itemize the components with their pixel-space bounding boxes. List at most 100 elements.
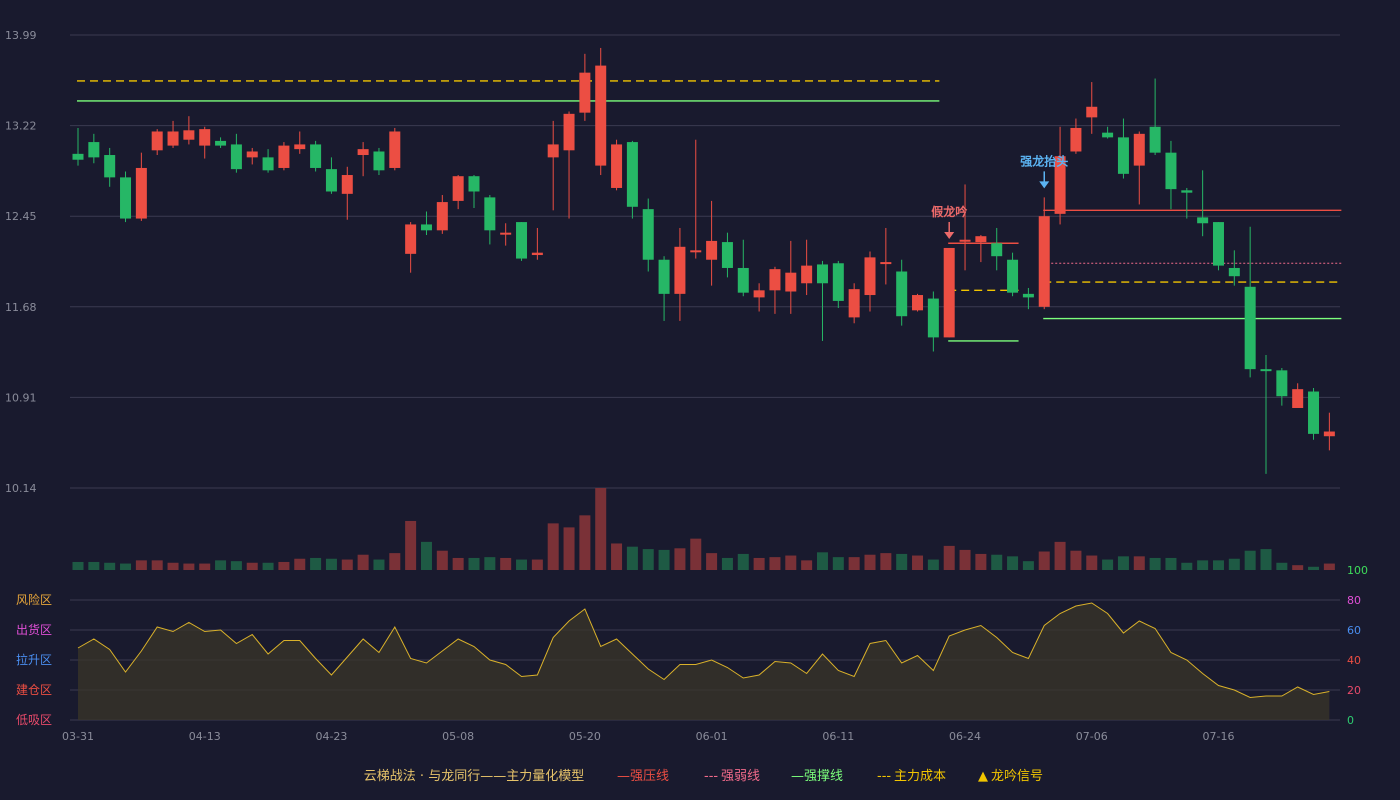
candle xyxy=(389,127,401,171)
candle-body xyxy=(1086,106,1098,118)
volume-bar xyxy=(167,562,179,570)
volume-bar xyxy=(310,557,322,570)
volume-bar xyxy=(341,559,353,570)
volume-bar xyxy=(674,548,686,570)
candle xyxy=(183,116,195,145)
candle-body xyxy=(468,176,480,192)
volume-bar xyxy=(816,552,828,570)
volume-bar xyxy=(1086,555,1098,570)
legend-item: --- 主力成本 xyxy=(877,769,946,784)
candle xyxy=(325,157,337,194)
price-levels xyxy=(77,80,1342,342)
volume-bar xyxy=(896,553,908,570)
candle xyxy=(864,251,876,312)
candle xyxy=(357,142,369,177)
candle-body xyxy=(1165,152,1177,190)
volume-bar xyxy=(927,559,939,570)
volume-bar xyxy=(642,549,654,570)
volume-bar xyxy=(215,560,227,570)
candle-body xyxy=(785,272,797,292)
x-tick-label: 04-13 xyxy=(189,730,221,743)
volume-bar xyxy=(1228,558,1240,570)
candle xyxy=(278,142,290,171)
volume-bar xyxy=(278,561,290,570)
candle-body xyxy=(1070,127,1082,152)
candle-body xyxy=(88,142,100,158)
volume-bar xyxy=(769,557,781,570)
volume-bar xyxy=(1165,557,1177,570)
indicator-tick-label: 20 xyxy=(1347,684,1361,697)
candle xyxy=(816,260,828,341)
candle xyxy=(484,195,496,245)
price-axis: 13.99 13.22 12.45 11.68 10.91 10.14 xyxy=(5,29,37,495)
candle xyxy=(72,127,84,166)
candle xyxy=(120,171,132,223)
candle xyxy=(531,227,543,260)
zone-label: 低吸区 xyxy=(16,713,52,727)
price-tick-label: 10.91 xyxy=(5,391,37,404)
candle xyxy=(579,53,591,121)
candle xyxy=(1260,355,1272,474)
volume-bar xyxy=(1212,560,1224,570)
candle-body xyxy=(864,257,876,296)
volume-bar xyxy=(436,550,448,570)
volume-bar xyxy=(1133,556,1145,570)
candle xyxy=(943,247,955,338)
candle xyxy=(658,256,670,321)
x-tick-label: 05-20 xyxy=(569,730,601,743)
x-tick-label: 04-23 xyxy=(315,730,347,743)
volume-bar xyxy=(626,546,638,570)
candle xyxy=(848,283,860,324)
candle xyxy=(167,120,179,148)
candle-body xyxy=(1197,217,1209,224)
candle-body xyxy=(658,259,670,294)
price-grid xyxy=(70,34,1340,489)
volume-bar xyxy=(1244,550,1256,570)
volume-bar xyxy=(658,549,670,570)
candle-body xyxy=(389,131,401,168)
legend-symbol: ▲ xyxy=(978,769,988,784)
candle xyxy=(215,137,227,148)
candle-body xyxy=(325,169,337,192)
price-tick-label: 13.22 xyxy=(5,120,37,133)
annotation: 强龙抬头 xyxy=(1020,153,1068,189)
candle-body xyxy=(310,144,322,168)
candle xyxy=(626,140,638,219)
legend-item: — 强撑线 xyxy=(791,769,843,784)
volume-bar xyxy=(357,554,369,570)
candle xyxy=(547,120,559,211)
legend-symbol: — xyxy=(617,769,630,784)
zone-label: 建仓区 xyxy=(16,683,52,697)
candle xyxy=(420,211,432,236)
candle-body xyxy=(484,197,496,231)
candle xyxy=(1244,226,1256,378)
candle-body xyxy=(721,242,733,268)
candle-body xyxy=(1292,389,1304,408)
candle-body xyxy=(405,224,417,254)
candle xyxy=(721,232,733,278)
candle xyxy=(927,291,939,352)
candle-body xyxy=(1260,369,1272,372)
volume-bar xyxy=(531,559,543,570)
volume-bar xyxy=(595,488,607,570)
volume-bar xyxy=(1102,559,1114,570)
indicator-tick-label: 100 xyxy=(1347,564,1368,577)
indicator-tick-label: 60 xyxy=(1347,624,1361,637)
candle xyxy=(1276,367,1288,406)
volume-bar xyxy=(500,557,512,570)
candle-body xyxy=(452,176,464,201)
candle xyxy=(1181,187,1193,219)
candle xyxy=(674,227,686,321)
candle xyxy=(516,222,528,261)
candle-body xyxy=(706,240,718,260)
candle xyxy=(563,111,575,219)
candle xyxy=(1165,140,1177,210)
candle-body xyxy=(341,175,353,194)
volume-bar xyxy=(72,561,84,570)
candle xyxy=(896,259,908,326)
candle xyxy=(769,266,781,314)
candle xyxy=(611,139,623,191)
candle-body xyxy=(547,144,559,158)
candle-body xyxy=(1149,126,1161,153)
